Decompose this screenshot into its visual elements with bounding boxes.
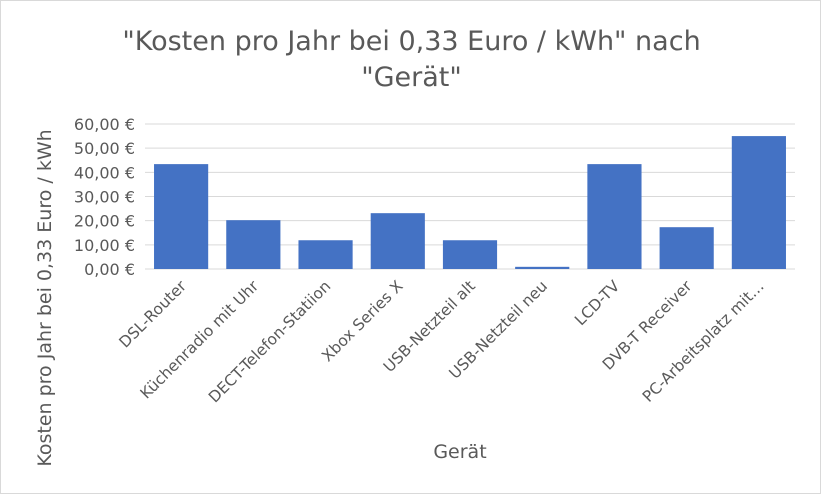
y-tick-label: 10,00 € xyxy=(74,236,135,255)
bar xyxy=(659,227,714,269)
bar xyxy=(515,266,570,269)
bar xyxy=(731,136,786,269)
x-tick-label: LCD-TV xyxy=(571,277,623,329)
bar xyxy=(587,164,642,269)
x-tick-label: DSL-Router xyxy=(116,277,191,352)
x-axis-title: Gerät xyxy=(433,441,486,463)
x-tick-label: Küchenradio mit Uhr xyxy=(137,277,263,403)
bar xyxy=(226,220,281,269)
y-tick-label: 20,00 € xyxy=(74,212,135,231)
x-tick-label: DECT-Telefon-Statiion xyxy=(205,277,334,406)
chart-title-line-1: "Kosten pro Jahr bei 0,33 Euro / kWh" na… xyxy=(122,26,701,57)
y-tick-label: 60,00 € xyxy=(74,115,135,134)
bar xyxy=(442,240,498,269)
y-tick-label: 40,00 € xyxy=(74,163,135,182)
bar xyxy=(154,164,209,269)
y-tick-label: 50,00 € xyxy=(74,139,135,158)
y-tick-label: 0,00 € xyxy=(84,260,135,279)
y-axis-title: Kosten pro Jahr bei 0,33 Euro / kWh xyxy=(34,129,56,466)
y-tick-label: 30,00 € xyxy=(74,188,135,207)
x-tick-label: PC-Arbeitsplatz mit… xyxy=(639,277,768,406)
bar xyxy=(298,240,353,269)
bar xyxy=(370,213,425,269)
chart-title-line-2: "Gerät" xyxy=(361,62,462,93)
y-tick-labels: 0,00 € 10,00 € 20,00 € 30,00 € 40,00 € 50,00 … xyxy=(74,115,135,279)
bars xyxy=(154,136,786,269)
